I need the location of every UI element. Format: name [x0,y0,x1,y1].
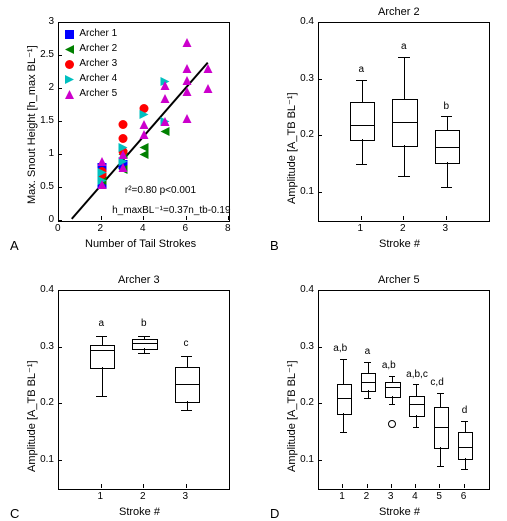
boxplot-median [175,384,199,385]
ytick: 0.5 [40,182,54,192]
boxplot-median [132,343,156,344]
significance-label: a [401,41,407,52]
scatter-point [203,60,212,78]
panel-letter-B: B [270,238,279,253]
ytick: 0.2 [300,398,314,408]
scatter-point [182,60,191,78]
ytick: 1.5 [40,116,54,126]
scatter-point [161,113,170,131]
title: Archer 5 [378,274,420,286]
significance-label: a [99,318,105,329]
significance-label: a [359,64,365,75]
title: Archer 2 [378,6,420,18]
legend-item: Archer 1 [65,26,117,41]
panel-B-plot: a a b [318,22,490,222]
significance-label: a,b [333,343,347,354]
scatter-point [118,116,127,134]
panel-letter-A: A [10,238,19,253]
scatter-point [203,80,212,98]
legend-item: Archer 2 [65,41,117,56]
boxplot-median [392,122,416,123]
title: Archer 3 [118,274,160,286]
panel-letter-D: D [270,506,279,521]
figure: r²=0.80 p<0.001 h_maxBL⁻¹=0.37n_tb-0.19 Ar… [0,0,507,516]
legend-item: Archer 4 [65,71,117,86]
legend: Archer 1Archer 2Archer 3Archer 4Archer 5 [65,26,117,101]
boxplot-box [175,367,200,403]
ytick: 0.4 [300,17,314,27]
boxplot-median [90,350,114,351]
boxplot-box [132,339,157,349]
boxplot-median [361,382,375,383]
legend-item: Archer 5 [65,86,117,101]
scatter-point [97,176,106,194]
scatter-point [118,146,127,164]
significance-label: a [365,346,371,357]
ytick: 2 [48,83,54,93]
ylabel: Max. Snout Height [h_max BL⁻¹] [25,45,38,204]
panel-letter-C: C [10,506,19,521]
annotation: r²=0.80 p<0.001 [125,185,196,196]
ytick: 0.4 [40,285,54,295]
boxplot-median [350,125,374,126]
significance-label: b [444,101,450,112]
ylabel: Amplitude [A_TB BL⁻¹] [25,361,38,473]
boxplot-box [409,396,424,418]
ytick: 0 [48,215,54,225]
boxplot-median [337,398,351,399]
scatter-point [140,116,149,134]
boxplot-box [90,345,115,370]
panel-C-plot: a b c [58,290,230,490]
significance-label: a,b,c [406,369,428,380]
significance-label: c,d [430,377,443,388]
significance-label: a,b [382,360,396,371]
boxplot-median [385,387,399,388]
xlabel: Stroke # [119,506,160,518]
xlabel: Stroke # [379,506,420,518]
ytick: 1 [48,149,54,159]
xlabel: Number of Tail Strokes [85,238,196,250]
ytick: 2.5 [40,50,54,60]
ytick: 3 [48,17,54,27]
scatter-point [182,110,191,128]
ytick: 0.3 [300,74,314,84]
boxplot-box [434,407,449,449]
boxplot-box [361,373,376,392]
ytick: 0.1 [300,455,314,465]
panel-A-plot: r²=0.80 p<0.001 h_maxBL⁻¹=0.37n_tb-0.19 Ar… [58,22,230,222]
significance-label: d [462,405,468,416]
ylabel: Amplitude [A_TB BL⁻¹] [285,361,298,473]
boxplot-box [350,102,375,141]
boxplot-box [385,382,400,398]
ytick: 0.2 [40,398,54,408]
boxplot-median [434,427,448,428]
boxplot-median [458,447,472,448]
panel-D-plot: a,b a a,b a,b,cc,d d [318,290,490,490]
boxplot-median [409,404,423,405]
ytick: 0.1 [300,187,314,197]
scatter-point [97,153,106,171]
ytick: 0.3 [40,342,54,352]
annotation: h_maxBL⁻¹=0.37n_tb-0.19 [112,205,230,216]
ytick: 0.4 [300,285,314,295]
significance-label: b [141,318,147,329]
ylabel: Amplitude [A_TB BL⁻¹] [285,93,298,205]
outlier [388,420,396,428]
ytick: 0.3 [300,342,314,352]
xlabel: Stroke # [379,238,420,250]
ytick: 0.2 [300,130,314,140]
scatter-point [161,77,170,95]
significance-label: c [184,338,189,349]
boxplot-median [435,147,459,148]
legend-item: Archer 3 [65,56,117,71]
ytick: 0.1 [40,455,54,465]
scatter-point [182,34,191,52]
